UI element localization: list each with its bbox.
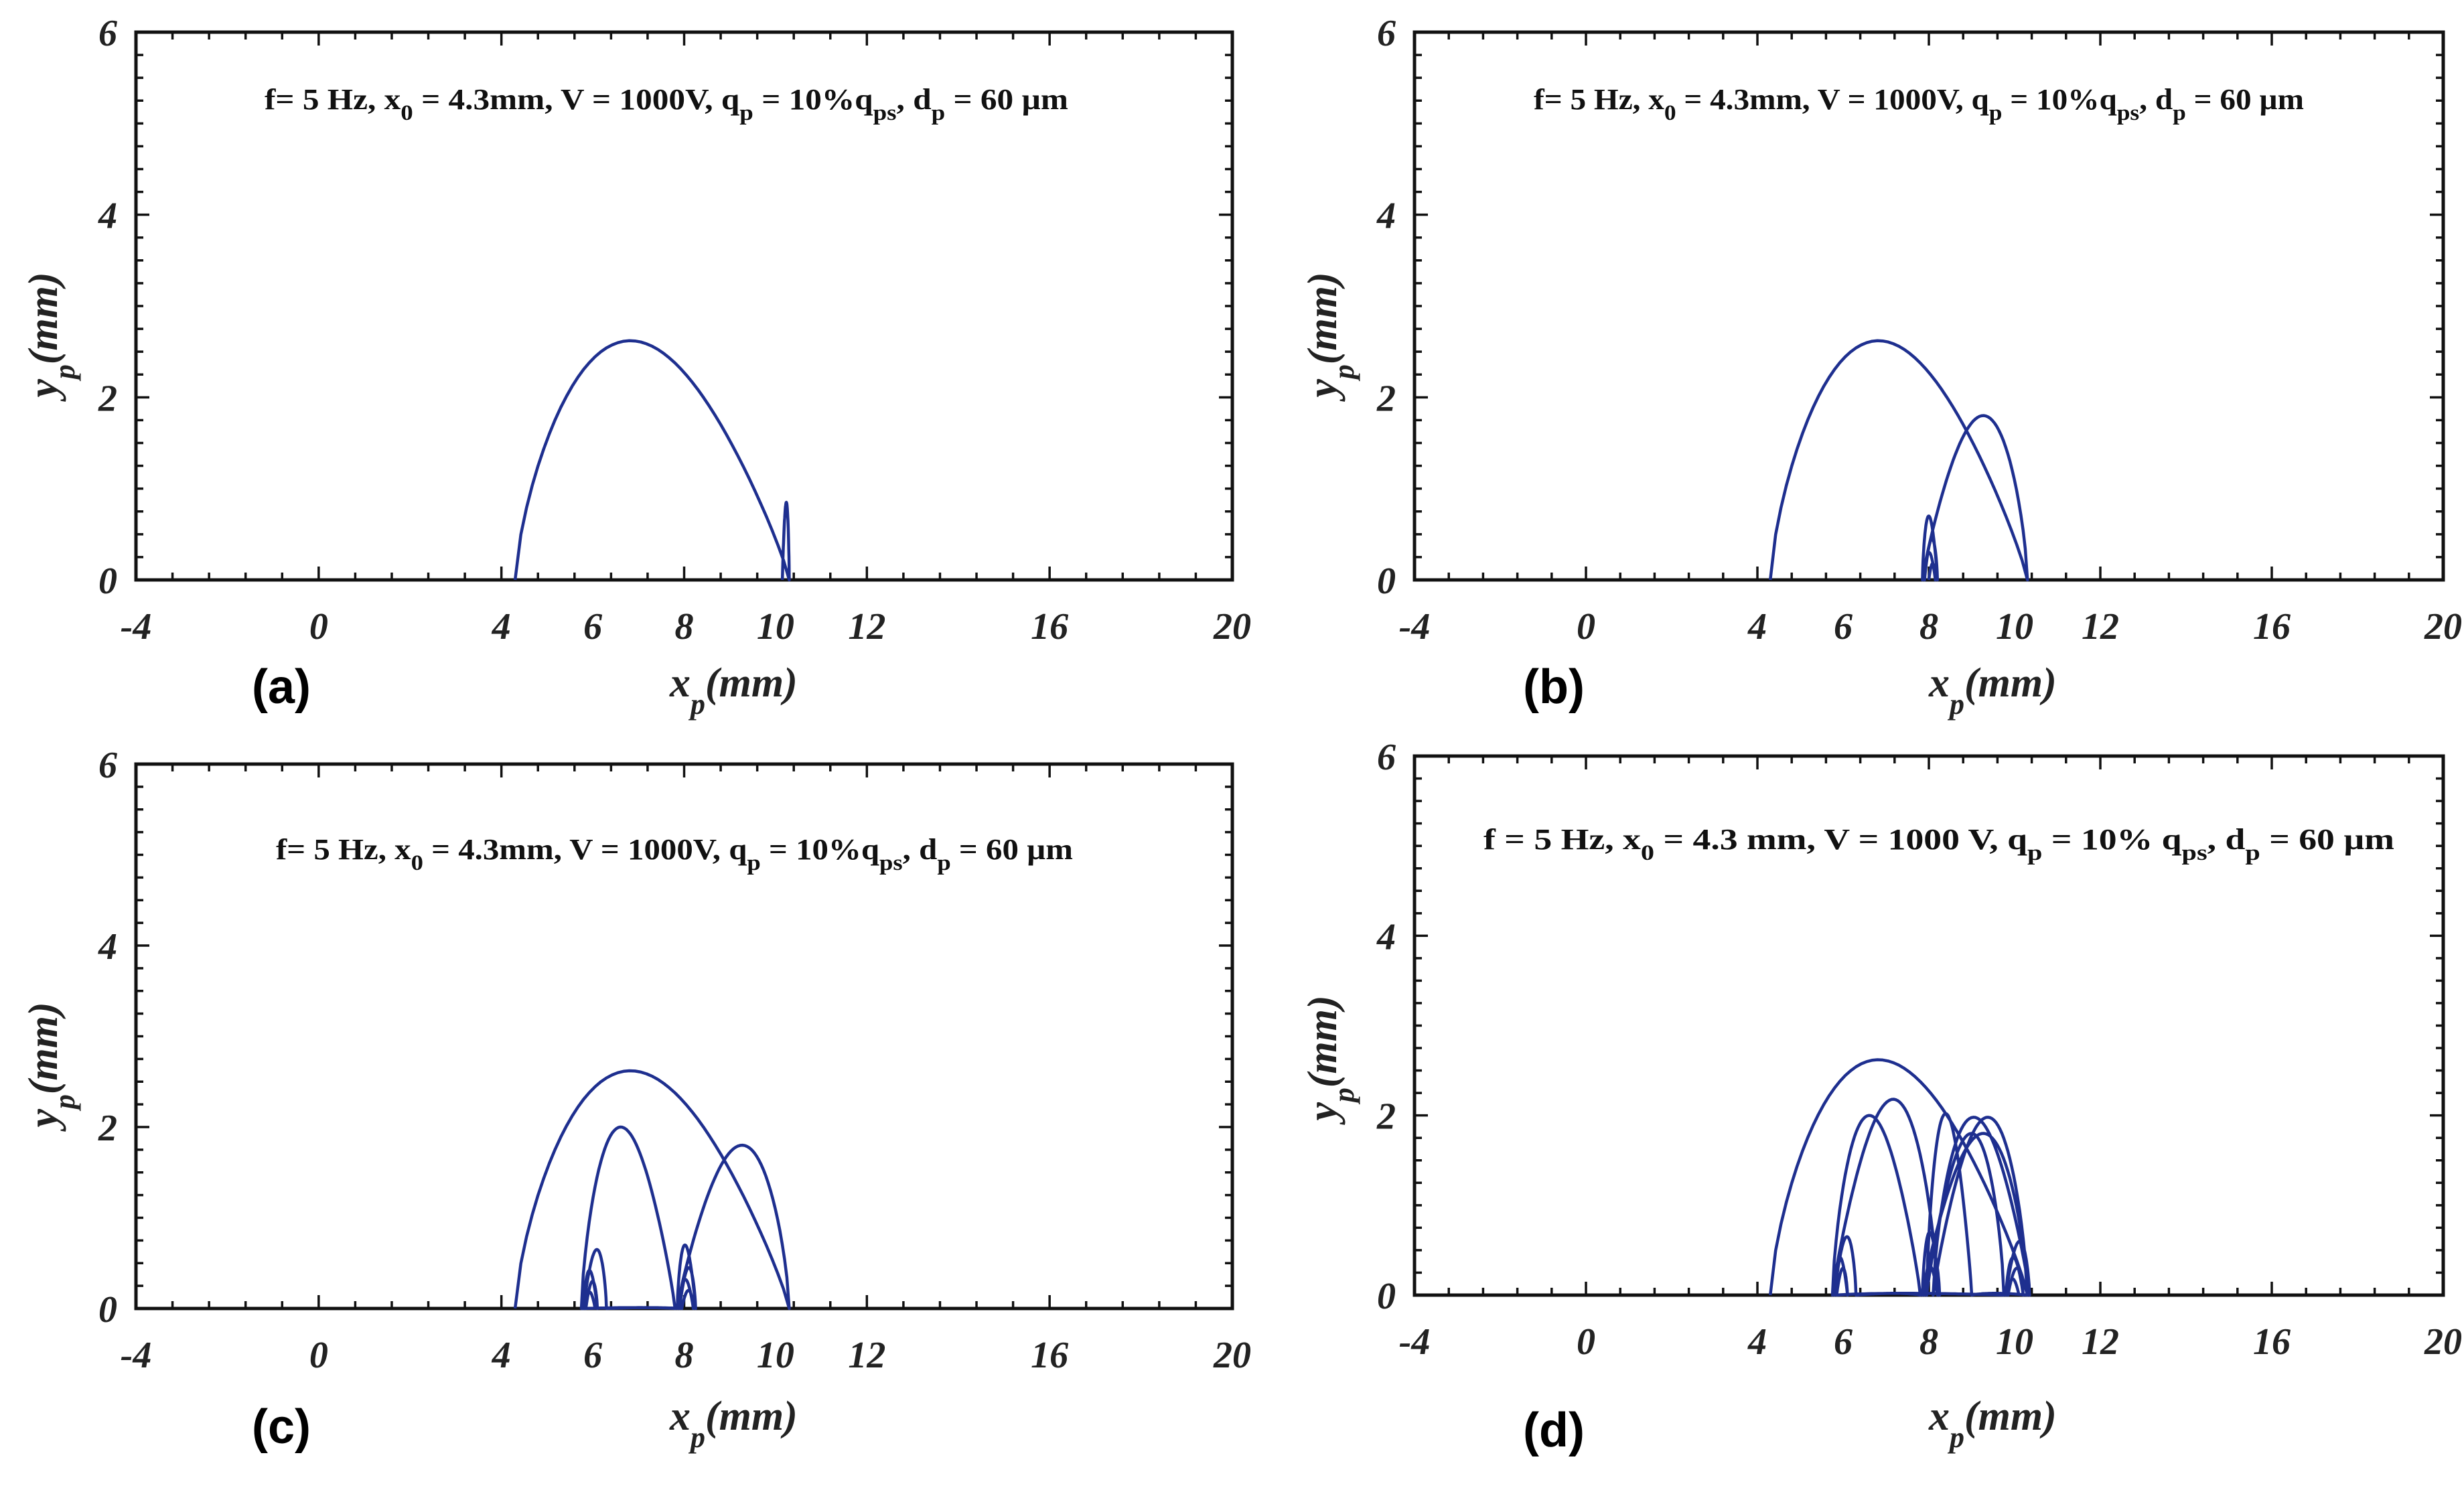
y-axis-label: yp(mm) bbox=[1300, 272, 1360, 402]
particle-trajectory bbox=[1768, 1058, 2031, 1297]
x-tick-label: 8 bbox=[675, 1335, 694, 1376]
x-tick-label: 16 bbox=[2253, 606, 2291, 648]
y-tick-label: 6 bbox=[98, 745, 117, 786]
particle-trajectory bbox=[1768, 339, 2029, 582]
x-tick-label: 4 bbox=[492, 606, 511, 648]
y-tick-label: 0 bbox=[98, 561, 117, 602]
x-tick-label: 0 bbox=[309, 1335, 328, 1376]
y-tick-label: 4 bbox=[98, 926, 117, 968]
x-tick-label: 8 bbox=[1919, 606, 1938, 648]
y-tick-label: 6 bbox=[1377, 13, 1396, 54]
x-tick-label: 20 bbox=[1213, 606, 1251, 648]
x-tick-label: 16 bbox=[2253, 1321, 2291, 1363]
x-tick-label: 16 bbox=[1031, 1335, 1068, 1376]
x-axis-label: xp(mm) bbox=[669, 1394, 798, 1454]
x-tick-label: 10 bbox=[1996, 1321, 2033, 1363]
y-axis-label: yp(mm) bbox=[21, 1002, 81, 1132]
panel-label: (c) bbox=[252, 1400, 311, 1454]
y-tick-label: 0 bbox=[1377, 561, 1396, 602]
x-tick-label: -4 bbox=[121, 606, 152, 648]
x-tick-label: 20 bbox=[2424, 606, 2462, 648]
x-tick-label: 10 bbox=[757, 1335, 794, 1376]
x-axis-label: xp(mm) bbox=[1928, 660, 2057, 721]
x-tick-label: 16 bbox=[1031, 606, 1068, 648]
axis-ticks bbox=[135, 31, 1234, 581]
x-tick-label: 8 bbox=[675, 606, 694, 648]
x-tick-label: -4 bbox=[1399, 1321, 1431, 1363]
x-axis-label: xp(mm) bbox=[1928, 1394, 2057, 1454]
y-tick-label: 2 bbox=[1376, 1096, 1396, 1138]
x-tick-label: 12 bbox=[848, 606, 885, 648]
x-tick-label: 10 bbox=[757, 606, 794, 648]
x-tick-label: 20 bbox=[2424, 1321, 2462, 1363]
x-tick-label: 4 bbox=[1747, 1321, 1767, 1363]
y-tick-label: 6 bbox=[1377, 737, 1396, 778]
x-tick-label: 0 bbox=[1577, 1321, 1595, 1363]
x-tick-label: 6 bbox=[583, 1335, 602, 1376]
x-tick-label: 0 bbox=[309, 606, 328, 648]
y-tick-label: 4 bbox=[1376, 196, 1396, 237]
axis-ticks bbox=[135, 763, 1234, 1310]
y-tick-label: 2 bbox=[98, 1108, 117, 1149]
x-tick-label: 0 bbox=[1577, 606, 1595, 648]
x-tick-label: 4 bbox=[1747, 606, 1767, 648]
x-tick-label: 6 bbox=[1834, 1321, 1853, 1363]
y-tick-label: 2 bbox=[98, 378, 117, 419]
x-tick-label: 12 bbox=[2082, 606, 2119, 648]
y-tick-label: 0 bbox=[98, 1289, 117, 1331]
axis-ticks bbox=[1413, 755, 2445, 1296]
panel-label: (d) bbox=[1523, 1404, 1585, 1457]
y-tick-label: 6 bbox=[98, 13, 117, 54]
y-tick-label: 2 bbox=[1376, 378, 1396, 419]
panel-label: (b) bbox=[1523, 660, 1585, 714]
x-tick-label: -4 bbox=[1399, 606, 1431, 648]
x-tick-label: 6 bbox=[1834, 606, 1853, 648]
x-tick-label: 4 bbox=[492, 1335, 511, 1376]
particle-trajectory bbox=[513, 339, 791, 582]
y-tick-label: 4 bbox=[98, 196, 117, 237]
y-axis-label: yp(mm) bbox=[21, 272, 81, 402]
y-tick-label: 0 bbox=[1377, 1276, 1396, 1317]
x-tick-label: 6 bbox=[583, 606, 602, 648]
y-tick-label: 4 bbox=[1376, 916, 1396, 958]
axis-ticks bbox=[1413, 31, 2445, 581]
y-axis-label: yp(mm) bbox=[1300, 995, 1360, 1125]
particle-trajectory bbox=[513, 1069, 791, 1311]
panel-label: (a) bbox=[252, 660, 311, 714]
x-tick-label: 12 bbox=[848, 1335, 885, 1376]
x-axis-label: xp(mm) bbox=[669, 660, 798, 721]
x-tick-label: 20 bbox=[1213, 1335, 1251, 1376]
x-tick-label: 10 bbox=[1996, 606, 2033, 648]
x-tick-label: 12 bbox=[2082, 1321, 2119, 1363]
x-tick-label: -4 bbox=[121, 1335, 152, 1376]
x-tick-label: 8 bbox=[1919, 1321, 1938, 1363]
